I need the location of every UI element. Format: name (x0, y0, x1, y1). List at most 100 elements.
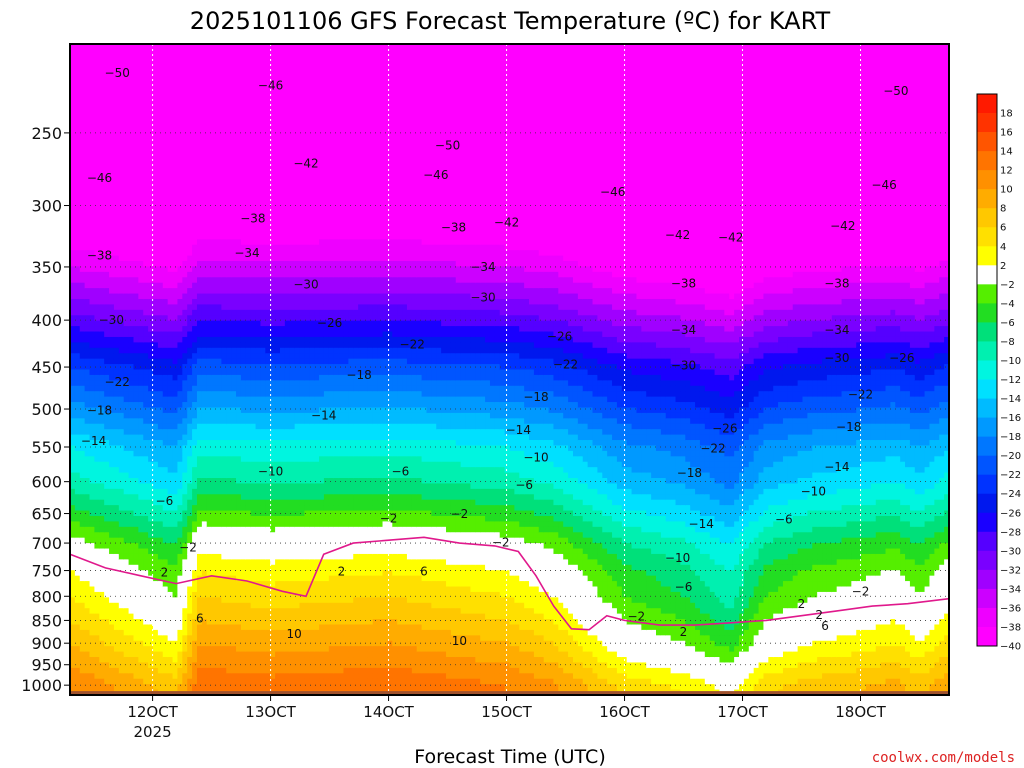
temperature-cell (123, 125, 130, 132)
temperature-cell (79, 608, 86, 615)
temperature-cell (192, 440, 198, 447)
temperature-cell (245, 190, 252, 197)
temperature-cell (74, 575, 81, 582)
temperature-cell (123, 581, 130, 588)
temperature-cell (231, 364, 237, 371)
temperature-cell (128, 608, 135, 615)
temperature-cell (74, 298, 81, 306)
temperature-cell (162, 114, 169, 121)
temperature-cell (250, 206, 257, 213)
temperature-cell (162, 597, 169, 604)
temperature-cell (196, 445, 203, 452)
temperature-cell (236, 597, 242, 604)
temperature-cell (138, 635, 144, 642)
temperature-cell (162, 548, 169, 555)
temperature-cell (157, 440, 164, 447)
temperature-cell (153, 163, 159, 170)
temperature-cell (109, 662, 115, 669)
temperature-cell (240, 266, 247, 273)
temperature-cell (255, 168, 262, 175)
temperature-cell (157, 619, 164, 626)
temperature-cell (113, 532, 120, 539)
temperature-cell (94, 54, 100, 61)
temperature-cell (196, 288, 203, 295)
temperature-cell (167, 195, 174, 202)
temperature-cell (206, 581, 213, 588)
temperature-cell (177, 635, 183, 642)
temperature-cell (226, 494, 232, 501)
temperature-cell (245, 385, 252, 392)
temperature-cell (133, 271, 139, 278)
temperature-cell (221, 136, 227, 143)
temperature-cell (216, 391, 222, 398)
temperature-cell (128, 586, 135, 593)
temperature-cell (109, 141, 115, 148)
temperature-cell (172, 494, 179, 501)
temperature-cell (143, 374, 149, 381)
temperature-cell (167, 206, 174, 213)
temperature-cell (148, 597, 154, 604)
temperature-cell (187, 223, 193, 230)
temperature-cell (89, 125, 96, 132)
temperature-cell (133, 315, 139, 322)
temperature-cell (206, 472, 213, 479)
temperature-cell (221, 282, 227, 289)
temperature-cell (167, 619, 174, 626)
temperature-cell (70, 342, 76, 349)
temperature-cell (162, 564, 169, 571)
temperature-cell (153, 478, 159, 485)
temperature-cell (94, 461, 100, 468)
temperature-cell (211, 65, 218, 72)
temperature-cell (216, 602, 222, 609)
temperature-cell (113, 602, 120, 609)
temperature-cell (133, 293, 139, 300)
temperature-cell (167, 646, 174, 653)
temperature-cell (172, 195, 179, 202)
temperature-cell (118, 510, 125, 517)
temperature-cell (118, 195, 125, 202)
temperature-cell (157, 320, 164, 327)
temperature-cell (240, 559, 247, 566)
temperature-cell (221, 510, 227, 517)
temperature-cell (236, 163, 242, 170)
temperature-cell (245, 282, 252, 289)
temperature-cell (206, 212, 213, 219)
temperature-cell (79, 320, 86, 327)
temperature-cell (157, 358, 164, 365)
temperature-cell (240, 678, 247, 685)
temperature-cell (201, 385, 208, 392)
temperature-cell (226, 635, 232, 642)
temperature-cell (196, 298, 203, 306)
temperature-cell (157, 478, 164, 485)
temperature-cell (201, 136, 208, 143)
temperature-cell (187, 537, 193, 544)
temperature-cell (143, 548, 149, 555)
temperature-cell (231, 667, 237, 674)
temperature-cell (128, 353, 135, 360)
temperature-cell (128, 212, 135, 219)
temperature-cell (157, 678, 164, 685)
temperature-cell (260, 418, 266, 425)
temperature-cell (143, 651, 149, 658)
temperature-cell (162, 54, 169, 61)
temperature-cell (187, 336, 193, 343)
temperature-cell (206, 65, 213, 72)
temperature-cell (201, 472, 208, 479)
temperature-cell (148, 201, 154, 208)
temperature-cell (187, 461, 193, 468)
temperature-cell (104, 271, 110, 278)
temperature-cell (192, 608, 198, 615)
temperature-cell (133, 440, 139, 447)
temperature-cell (245, 185, 252, 192)
temperature-cell (255, 412, 262, 419)
temperature-cell (94, 201, 100, 208)
temperature-cell (187, 526, 193, 533)
temperature-cell (143, 109, 149, 116)
temperature-cell (172, 358, 179, 365)
temperature-cell (270, 60, 276, 67)
temperature-cell (167, 608, 174, 615)
temperature-cell (245, 662, 252, 669)
temperature-cell (265, 309, 271, 316)
temperature-cell (231, 494, 237, 501)
temperature-cell (109, 261, 115, 268)
